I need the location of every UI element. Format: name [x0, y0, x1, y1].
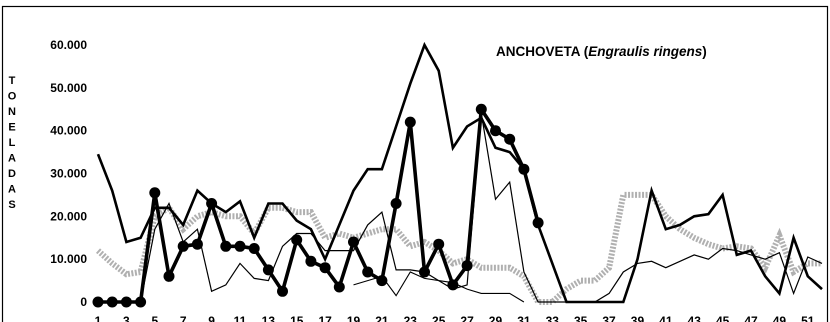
- y-axis-label-letter: D: [8, 168, 16, 180]
- series-marker: [319, 262, 331, 274]
- series-marker: [376, 275, 388, 287]
- y-tick-label: 40.000: [50, 124, 87, 138]
- y-axis-ticks: 0 10.000 20.000 30.000 40.000 50.000 60.000: [50, 38, 87, 309]
- series-marker: [120, 296, 132, 308]
- x-tick-label: 49: [773, 314, 787, 322]
- x-tick-label: 23: [404, 314, 418, 322]
- x-tick-label: 31: [517, 314, 531, 322]
- chart-title-suffix: ): [702, 44, 707, 59]
- x-tick-label: 3: [123, 314, 130, 322]
- x-tick-label: 11: [234, 314, 247, 322]
- y-tick-label: 50.000: [50, 81, 87, 95]
- x-tick-label: 1: [95, 314, 102, 322]
- series-marker: [390, 198, 402, 209]
- x-tick-label: 47: [744, 314, 758, 322]
- series-marker: [333, 281, 345, 293]
- x-tick-label: 39: [631, 314, 645, 322]
- series-line-thin-black: [98, 113, 823, 303]
- y-axis-label-letter: E: [8, 122, 15, 134]
- x-tick-label: 21: [375, 314, 389, 322]
- series-marker: [234, 240, 246, 252]
- chart-title: ANCHOVETA (Engraulis ringens): [496, 44, 707, 59]
- series-marker: [135, 296, 147, 308]
- x-tick-label: 43: [688, 314, 702, 322]
- series-marker: [348, 236, 359, 248]
- x-tick-label: 29: [489, 314, 503, 322]
- series-marker: [291, 234, 303, 246]
- series-marker: [206, 198, 218, 209]
- x-tick-label: 15: [290, 314, 304, 322]
- y-axis-label-letter: S: [8, 199, 15, 211]
- series-marker: [518, 163, 530, 175]
- x-tick-label: 13: [262, 314, 276, 322]
- x-tick-label: 27: [460, 314, 474, 322]
- series-marker: [362, 266, 374, 278]
- series-marker: [305, 255, 317, 267]
- x-axis-ticks: 1 3 5 7 9 11 13 15 17 19 21 23 25 27 29 31 33 35 37 39 41 43 4…: [95, 314, 815, 322]
- y-tick-label: 20.000: [50, 209, 87, 223]
- y-axis-label-letter: A: [8, 153, 16, 165]
- series-marker: [433, 238, 445, 250]
- series-marker: [447, 279, 459, 291]
- x-tick-label: 51: [801, 314, 815, 322]
- series-marker: [490, 125, 501, 137]
- series-marker: [461, 260, 473, 272]
- x-tick-label: 25: [432, 314, 446, 322]
- chart-title-main: ANCHOVETA (: [496, 44, 589, 59]
- y-axis-label-letter: L: [9, 137, 16, 149]
- x-tick-label: 35: [574, 314, 588, 322]
- series-marker: [191, 238, 203, 250]
- series-layer: [92, 41, 823, 308]
- series-marker: [106, 296, 118, 308]
- series-marker: [419, 266, 430, 278]
- y-tick-label: 60.000: [50, 38, 87, 52]
- series-line-thick-black: [96, 41, 823, 304]
- series-marker: [248, 243, 260, 254]
- series-marker: [504, 133, 516, 145]
- y-axis-label-letter: N: [8, 106, 16, 118]
- series-marker: [532, 217, 544, 229]
- y-tick-label: 10.000: [50, 252, 87, 266]
- series-marker: [163, 270, 175, 282]
- x-tick-label: 5: [151, 314, 158, 322]
- series-marker: [220, 240, 232, 252]
- chart-title-species: Engraulis ringens: [588, 44, 703, 59]
- y-tick-label: 0: [80, 295, 87, 309]
- x-tick-label: 37: [602, 314, 616, 322]
- series-marker: [92, 296, 104, 308]
- series-marker: [149, 187, 161, 199]
- x-tick-label: 9: [208, 314, 215, 322]
- y-axis-label-letter: T: [9, 75, 16, 87]
- series-marker: [177, 240, 189, 252]
- series-marker: [262, 264, 274, 276]
- y-axis-label-letter: O: [8, 91, 17, 103]
- x-tick-label: 41: [659, 314, 673, 322]
- series-marker: [277, 285, 288, 297]
- series-marker: [475, 103, 487, 115]
- series-marker: [404, 116, 416, 128]
- y-axis-label-letter: A: [8, 184, 16, 196]
- y-tick-label: 30.000: [50, 167, 87, 181]
- x-tick-label: 45: [716, 314, 730, 322]
- x-tick-label: 33: [546, 314, 560, 322]
- x-tick-label: 7: [180, 314, 187, 322]
- series-line-gray-dotted-band: [95, 191, 822, 305]
- x-tick-label: 19: [347, 314, 361, 322]
- x-tick-label: 17: [318, 314, 332, 322]
